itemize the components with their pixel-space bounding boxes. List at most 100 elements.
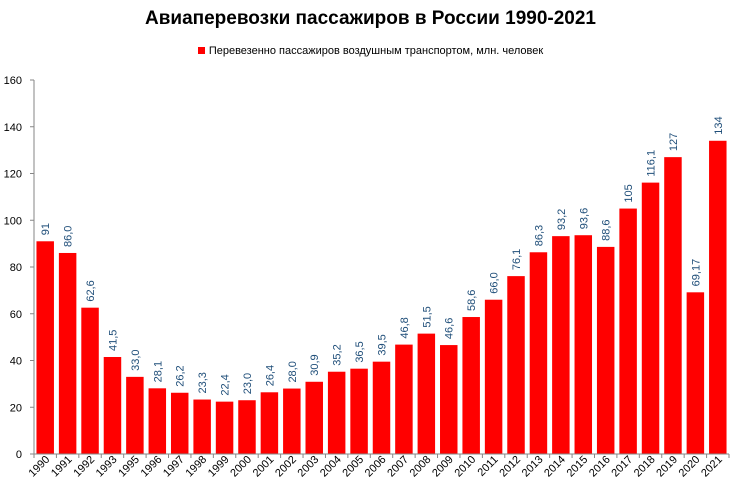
value-label-2018: 116,1 [646, 150, 658, 177]
x-tick-label-2021: 2021 [699, 454, 725, 480]
x-tick-label-1993: 1993 [94, 454, 120, 480]
value-label-1999: 22,4 [220, 374, 232, 395]
x-tick-label-2009: 2009 [430, 454, 456, 480]
value-label-2014: 93,2 [556, 209, 568, 230]
value-label-2016: 88,6 [601, 219, 613, 240]
y-tick-label: 160 [4, 75, 22, 87]
bar-1996 [148, 388, 167, 454]
x-axis: 1990199119921993199519961997199819992000… [27, 453, 730, 480]
value-label-2008: 51,5 [421, 306, 433, 327]
x-tick-label-2017: 2017 [609, 454, 635, 480]
x-tick-label-1997: 1997 [161, 454, 187, 480]
value-label-1995: 33,0 [130, 349, 142, 370]
value-label-2019: 127 [668, 133, 680, 151]
x-tick-label-2001: 2001 [251, 454, 277, 480]
value-label-2009: 46,6 [444, 318, 456, 339]
value-label-2010: 58,6 [466, 290, 478, 311]
x-tick-label-2016: 2016 [587, 454, 613, 480]
value-label-1998: 23,3 [197, 372, 209, 393]
value-label-1997: 26,2 [175, 365, 187, 386]
bar-2019 [664, 157, 682, 454]
x-tick-label-1995: 1995 [116, 454, 142, 480]
bar-2015 [574, 235, 593, 454]
bar-2001 [260, 392, 279, 454]
y-tick-label: 20 [10, 402, 22, 414]
value-label-2012: 76,1 [511, 249, 523, 270]
x-tick-label-2018: 2018 [632, 454, 658, 480]
x-tick-label-1996: 1996 [139, 454, 165, 480]
legend-label: Перевезенно пассажиров воздушным транспо… [208, 45, 544, 57]
x-tick-label-2000: 2000 [228, 454, 254, 480]
bar-2002 [283, 388, 301, 454]
bar-2017 [619, 208, 637, 454]
bar-1991 [58, 252, 77, 454]
legend: Перевезенно пассажиров воздушным транспо… [0, 45, 741, 57]
bar-2011 [484, 299, 503, 454]
x-tick-label-2005: 2005 [340, 454, 366, 480]
x-tick-label-2011: 2011 [476, 454, 501, 479]
value-label-2000: 23,0 [242, 373, 254, 394]
value-label-2004: 35,2 [332, 344, 344, 365]
legend-swatch [197, 47, 205, 54]
bar-1993 [103, 356, 122, 454]
value-label-1991: 86,0 [63, 226, 75, 247]
y-tick-label: 60 [10, 309, 22, 321]
x-tick-label-1992: 1992 [71, 454, 97, 480]
value-label-2005: 36,5 [354, 341, 366, 362]
value-label-2007: 46,8 [399, 317, 411, 338]
bar-2005 [350, 368, 368, 454]
x-tick-label-2020: 2020 [677, 454, 703, 480]
y-tick-label: 140 [4, 122, 22, 134]
x-tick-label-2013: 2013 [520, 454, 546, 480]
x-tick-label-2010: 2010 [453, 454, 479, 480]
bar-2016 [596, 246, 615, 454]
bar-1997 [170, 392, 189, 454]
bar-2021 [709, 140, 727, 454]
x-tick-label-2014: 2014 [542, 454, 568, 480]
bar-2013 [529, 252, 548, 454]
value-label-2011: 66,0 [489, 272, 501, 293]
value-label-2001: 26,4 [264, 365, 276, 386]
bars [36, 140, 727, 454]
x-tick-label-2019: 2019 [654, 454, 680, 480]
bar-1990 [36, 241, 54, 454]
y-axis: 0 20 40 60 80 100 120 140 160 [4, 75, 35, 461]
value-label-1993: 41,5 [107, 330, 119, 351]
value-label-2015: 93,6 [578, 208, 590, 229]
value-label-1996: 28,1 [152, 361, 164, 382]
bar-2003 [305, 381, 323, 454]
x-tick-label-2003: 2003 [296, 454, 322, 480]
x-tick-label-2015: 2015 [565, 454, 591, 480]
x-tick-label-1999: 1999 [206, 454, 232, 480]
bar-2006 [372, 361, 391, 454]
bar-2014 [552, 236, 570, 454]
bar-1992 [81, 307, 99, 454]
bar-2008 [417, 333, 436, 454]
chart-title: Авиаперевозки пассажиров в России 1990-2… [144, 8, 596, 29]
y-tick-label: 100 [4, 215, 22, 227]
value-label-2013: 86,3 [533, 225, 545, 246]
x-tick-label-2006: 2006 [363, 454, 389, 480]
bar-1998 [193, 399, 211, 454]
value-label-1990: 91 [40, 223, 52, 235]
bar-2007 [395, 344, 413, 454]
x-tick-label-1990: 1990 [27, 454, 53, 480]
y-tick-label: 80 [10, 262, 22, 274]
x-tick-label-2002: 2002 [273, 454, 299, 480]
value-label-2003: 30,9 [309, 354, 321, 375]
bar-2000 [238, 400, 256, 454]
value-label-1992: 62,6 [85, 280, 97, 301]
x-tick-label-2004: 2004 [318, 454, 344, 480]
x-tick-label-2007: 2007 [385, 454, 411, 480]
bar-2010 [462, 317, 480, 454]
x-tick-label-2008: 2008 [408, 454, 434, 480]
x-tick-label-1991: 1991 [49, 454, 75, 480]
y-tick-label: 120 [4, 169, 22, 181]
bar-2012 [507, 276, 525, 454]
value-label-2020: 69,17 [690, 259, 702, 287]
bar-1995 [126, 376, 144, 454]
bar-1999 [215, 401, 234, 454]
bar-2018 [641, 182, 660, 454]
value-label-2017: 105 [623, 184, 635, 202]
